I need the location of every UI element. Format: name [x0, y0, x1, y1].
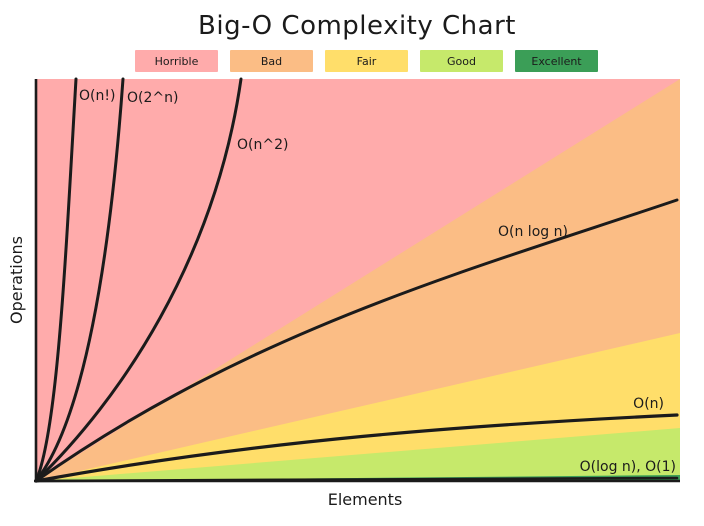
curve-o-n	[34, 77, 78, 483]
legend-swatch-excellent	[515, 50, 598, 72]
curve-o-n-log-n	[34, 198, 679, 483]
curve-label-o-log-n-o-1: O(log n), O(1)	[580, 459, 676, 475]
complexity-regions	[36, 79, 680, 481]
complexity-curves	[34, 77, 679, 483]
curve-label-o-n-log-n: O(n log n)	[498, 224, 568, 240]
curve-label-o-n-2: O(n^2)	[237, 137, 288, 153]
legend-swatch-horrible	[135, 50, 218, 72]
legend-label-excellent: Excellent	[531, 55, 582, 68]
legend-label-horrible: Horrible	[155, 55, 199, 68]
curve-label-o-2-n: O(2^n)	[127, 90, 178, 106]
legend-label-bad: Bad	[261, 55, 282, 68]
x-axis-label: Elements	[328, 490, 403, 509]
legend-label-good: Good	[447, 55, 476, 68]
legend: Horrible Bad Fair Good Excellent	[135, 50, 598, 72]
region-good	[36, 428, 680, 481]
curve-o-n-2	[34, 77, 243, 483]
legend-swatch-bad	[230, 50, 313, 72]
legend-label-fair: Fair	[357, 55, 377, 68]
curve-labels: O(n!) O(2^n) O(n^2) O(n log n) O(n) O(log n),…	[79, 88, 676, 475]
legend-swatch-good	[420, 50, 503, 72]
y-axis-label: Operations	[7, 236, 26, 324]
curve-o-n	[34, 413, 679, 483]
curve-o-2-n	[34, 77, 125, 483]
curve-label-o-n: O(n!)	[79, 88, 115, 104]
chart-title: Big-O Complexity Chart	[198, 11, 516, 41]
legend-swatch-fair	[325, 50, 408, 72]
curve-label-o-n: O(n)	[633, 396, 664, 412]
